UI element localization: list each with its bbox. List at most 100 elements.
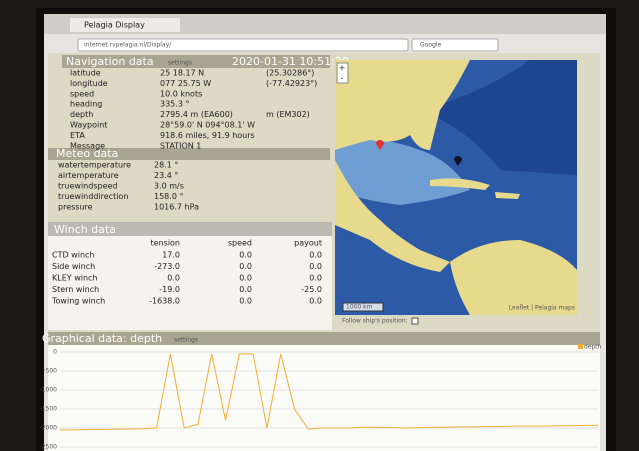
ship-marker[interactable]	[454, 156, 462, 166]
graph-settings[interactable]: settings	[174, 337, 198, 344]
nav-cell: Message	[70, 141, 105, 150]
nav-cell: (-77.42923°)	[266, 79, 317, 88]
graph-header	[48, 332, 600, 345]
scale-bar	[342, 302, 384, 312]
winch-cell: Side winch	[52, 262, 95, 271]
nav-cell: 10.0 knots	[160, 89, 202, 98]
legend-swatch	[578, 344, 583, 349]
land-islands	[430, 178, 520, 199]
y-tick-label: -2500	[40, 444, 58, 451]
winch-cell: 0.0	[309, 262, 322, 271]
winch-cell: 0.0	[239, 274, 252, 283]
winch-cell: 17.0	[162, 251, 180, 260]
land-north-america	[335, 60, 470, 150]
meteo-cell: airtemperature	[58, 171, 119, 180]
winch-title: Winch data	[54, 223, 116, 236]
y-tick-label: -2000	[40, 425, 58, 432]
nav-cell: depth	[70, 110, 93, 119]
waypoint-marker[interactable]	[376, 140, 384, 150]
nav-cell: 25 18.17 N	[160, 69, 204, 78]
legend-label: depth	[584, 344, 602, 351]
meteo-cell: truewinddirection	[58, 192, 128, 201]
meteo-cell: watertemperature	[58, 161, 131, 170]
winch-cell: 0.0	[239, 251, 252, 260]
winch-cell: Towing winch	[51, 297, 105, 306]
follow-checkbox[interactable]	[411, 317, 419, 325]
nav-cell: speed	[70, 89, 94, 98]
map[interactable]: + - 1000 km Leaflet | Pelagia maps	[335, 60, 577, 315]
tab-title[interactable]: Pelagia Display	[84, 21, 145, 30]
zoom-in[interactable]: +	[339, 64, 346, 73]
nav-cell: heading	[70, 100, 102, 109]
meteo-cell: truewindspeed	[58, 182, 118, 191]
winch-column: tension	[151, 239, 180, 248]
graph-panel	[48, 345, 600, 451]
meteo-header	[48, 148, 330, 160]
nav-cell: STATION 1	[160, 141, 201, 150]
winch-cell: 0.0	[309, 297, 322, 306]
winch-cell: CTD winch	[52, 251, 94, 260]
winch-cell: 0.0	[309, 274, 322, 283]
timestamp: 2020-01-31 10:51:20	[232, 55, 349, 68]
tab-bar	[44, 14, 606, 34]
winch-cell: 0.0	[167, 274, 180, 283]
search-bar[interactable]	[411, 38, 499, 52]
winch-cell: 0.0	[239, 297, 252, 306]
shelf	[335, 138, 470, 205]
winch-cell: 0.0	[239, 285, 252, 294]
winch-cell: -1638.0	[149, 297, 180, 306]
winch-column: speed	[228, 239, 252, 248]
meteo-cell: 28.1 °	[154, 161, 178, 170]
nav-cell: ETA	[70, 131, 85, 140]
nav-cell: 2795.4 m (EA600)	[160, 110, 233, 119]
zoom-out[interactable]: -	[341, 74, 344, 83]
winch-cell: 0.0	[309, 251, 322, 260]
url-bar[interactable]	[77, 38, 409, 52]
nav-cell: 28°59.0' N 094°08.1' W	[160, 121, 255, 130]
nav-cell: m (EM302)	[266, 110, 310, 119]
winch-column: payout	[294, 239, 322, 248]
graph-title: Graphical data: depth	[42, 332, 162, 345]
winch-cell: Stern winch	[52, 285, 99, 294]
follow-label: Follow ship's position:	[342, 318, 408, 325]
depth-line	[60, 353, 598, 431]
meteo-title: Meteo data	[56, 147, 118, 160]
nav-cell: Waypoint	[70, 121, 107, 130]
winch-cell: -273.0	[154, 262, 180, 271]
nav-header	[62, 55, 330, 68]
nav-settings[interactable]: settings	[168, 60, 192, 67]
nav-cell: longitude	[70, 79, 108, 88]
nav-cell: 335.3 °	[160, 100, 189, 109]
zoom-control[interactable]	[336, 62, 349, 84]
winch-cell: KLEY winch	[52, 274, 98, 283]
deep-ocean	[420, 60, 577, 175]
meteo-cell: 3.0 m/s	[154, 182, 184, 191]
meteo-cell: 158.0 °	[154, 192, 183, 201]
winch-header	[48, 222, 332, 236]
meteo-cell: 1016.7 hPa	[154, 203, 199, 212]
nav-cell: 077 25.75 W	[160, 79, 211, 88]
meteo-cell: 23.4 °	[154, 171, 178, 180]
nav-cell: (25.30286°)	[266, 69, 314, 78]
attribution[interactable]: Leaflet | Pelagia maps	[509, 305, 575, 312]
nav-cell: 918.6 miles, 91.9 hours	[160, 131, 255, 140]
y-tick-label: -1500	[40, 406, 58, 413]
winch-cell: -25.0	[301, 285, 322, 294]
y-tick-label: -500	[43, 368, 57, 375]
nav-title: Navigation data	[66, 55, 154, 68]
land-central-america	[335, 160, 450, 272]
search[interactable]: Google	[420, 42, 441, 49]
scale: 1000 km	[346, 304, 373, 311]
tab[interactable]	[70, 18, 180, 32]
y-tick-label: -1000	[40, 387, 58, 394]
url[interactable]: internet.rvpelagia.nl/Display/	[84, 42, 172, 49]
winch-cell: 0.0	[239, 262, 252, 271]
meteo-cell: pressure	[58, 203, 93, 212]
land-south-america	[450, 240, 577, 315]
nav-cell: latitude	[70, 69, 101, 78]
winch-cell: -19.0	[159, 285, 180, 294]
y-tick-label: 0	[53, 349, 57, 356]
winch-panel	[48, 222, 332, 330]
